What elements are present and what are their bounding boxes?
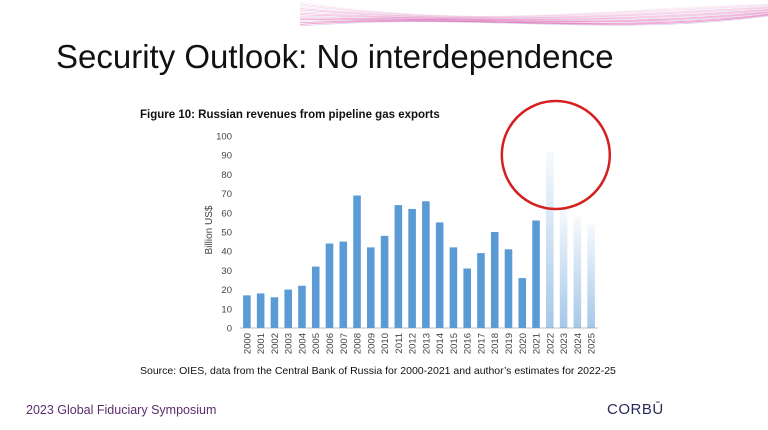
x-tick-label: 2002 — [270, 333, 281, 354]
decorative-wave-line — [299, 8, 768, 20]
decorative-wave-line — [299, 13, 768, 23]
bar-2015 — [449, 247, 458, 328]
decorative-wave-line — [299, 6, 768, 19]
bar-2025 — [587, 224, 595, 328]
x-tick-label: 2009 — [366, 333, 377, 354]
bar-2005 — [311, 266, 320, 328]
x-tick-label: 2004 — [297, 333, 308, 354]
decorative-wave-line — [299, 12, 768, 23]
bar-2001 — [256, 293, 265, 328]
bar-2002 — [270, 297, 279, 328]
y-tick-label: 100 — [216, 132, 232, 143]
bar-2011 — [394, 205, 403, 328]
bar-2012 — [408, 208, 416, 328]
x-tick-label: 2005 — [311, 333, 322, 354]
bar-2014 — [435, 222, 444, 328]
y-tick-label: 30 — [221, 266, 232, 277]
x-tick-label: 2015 — [449, 333, 460, 354]
bar-2018 — [490, 232, 499, 328]
y-tick-label: 40 — [221, 247, 232, 258]
x-tick-label: 2012 — [408, 333, 419, 354]
bar-2016 — [463, 268, 471, 328]
bar-2023 — [559, 207, 568, 328]
x-tick-label: 2007 — [339, 333, 350, 354]
figure-title: Figure 10: Russian revenues from pipelin… — [140, 109, 440, 121]
bar-2010 — [380, 235, 389, 328]
y-tick-label: 80 — [221, 170, 232, 181]
x-tick-label: 2010 — [380, 333, 391, 354]
bar-2006 — [325, 243, 334, 328]
decorative-wave-line — [299, 14, 768, 24]
decorative-wave-line — [299, 14, 768, 25]
bar-2022 — [546, 151, 554, 328]
footer-event-name: 2023 Global Fiduciary Symposium — [26, 403, 217, 417]
bar-2009 — [367, 247, 375, 328]
x-tick-label: 2013 — [421, 333, 432, 354]
x-tick-label: 2011 — [394, 333, 405, 353]
bar-2000 — [243, 295, 251, 328]
bar-2020 — [518, 278, 527, 328]
bar-2019 — [504, 249, 513, 328]
x-tick-label: 2024 — [573, 333, 584, 354]
x-tick-label: 2003 — [284, 333, 295, 354]
y-tick-label: 20 — [221, 285, 232, 296]
bar-2021 — [532, 220, 540, 328]
decorative-wave-line — [299, 1, 768, 17]
x-tick-label: 2020 — [518, 333, 529, 354]
slide-title: Security Outlook: No interdependence — [56, 38, 614, 75]
bar-2008 — [353, 195, 361, 328]
x-tick-label: 2000 — [242, 333, 253, 354]
x-tick-label: 2022 — [545, 333, 556, 354]
x-tick-label: 2019 — [504, 333, 515, 354]
x-tick-label: 2025 — [587, 333, 598, 354]
decorative-wave-line — [299, 3, 768, 17]
x-tick-label: 2016 — [463, 333, 474, 354]
highlight-circle — [500, 99, 612, 211]
y-axis-label: Billion US$ — [204, 205, 215, 254]
y-tick-label: 10 — [221, 304, 232, 315]
decorative-wave-line — [299, 11, 768, 22]
company-logo: CORBŪ — [607, 401, 664, 418]
bar-2007 — [339, 241, 348, 328]
y-tick-label: 50 — [221, 228, 232, 239]
y-tick-label: 0 — [227, 324, 232, 335]
x-tick-label: 2017 — [476, 333, 487, 354]
decorative-wave-line — [299, 10, 768, 21]
decorative-wave-line — [299, 6, 768, 18]
chart-source-note: Source: OIES, data from the Central Bank… — [140, 365, 616, 377]
decorative-wave-line — [299, 15, 768, 27]
decorative-wave-line — [299, 7, 768, 19]
x-tick-label: 2018 — [490, 333, 501, 354]
x-tick-label: 2006 — [325, 333, 336, 354]
bar-2003 — [284, 289, 292, 328]
y-tick-label: 90 — [221, 151, 232, 162]
y-tick-label: 70 — [221, 189, 232, 200]
decorative-wave-line — [299, 9, 768, 20]
bar-2017 — [477, 253, 485, 328]
x-tick-label: 2021 — [532, 333, 543, 354]
x-tick-label: 2014 — [435, 333, 446, 354]
x-tick-label: 2001 — [256, 333, 267, 354]
decorative-wave-line — [299, 10, 768, 21]
x-tick-label: 2008 — [353, 333, 364, 354]
bar-2024 — [573, 216, 582, 328]
decorative-wave-banner — [299, 1, 768, 27]
bar-2013 — [422, 201, 430, 328]
decorative-wave-line — [299, 4, 768, 18]
x-tick-label: 2023 — [559, 333, 570, 354]
bar-2004 — [298, 285, 306, 328]
y-tick-label: 60 — [221, 208, 232, 219]
